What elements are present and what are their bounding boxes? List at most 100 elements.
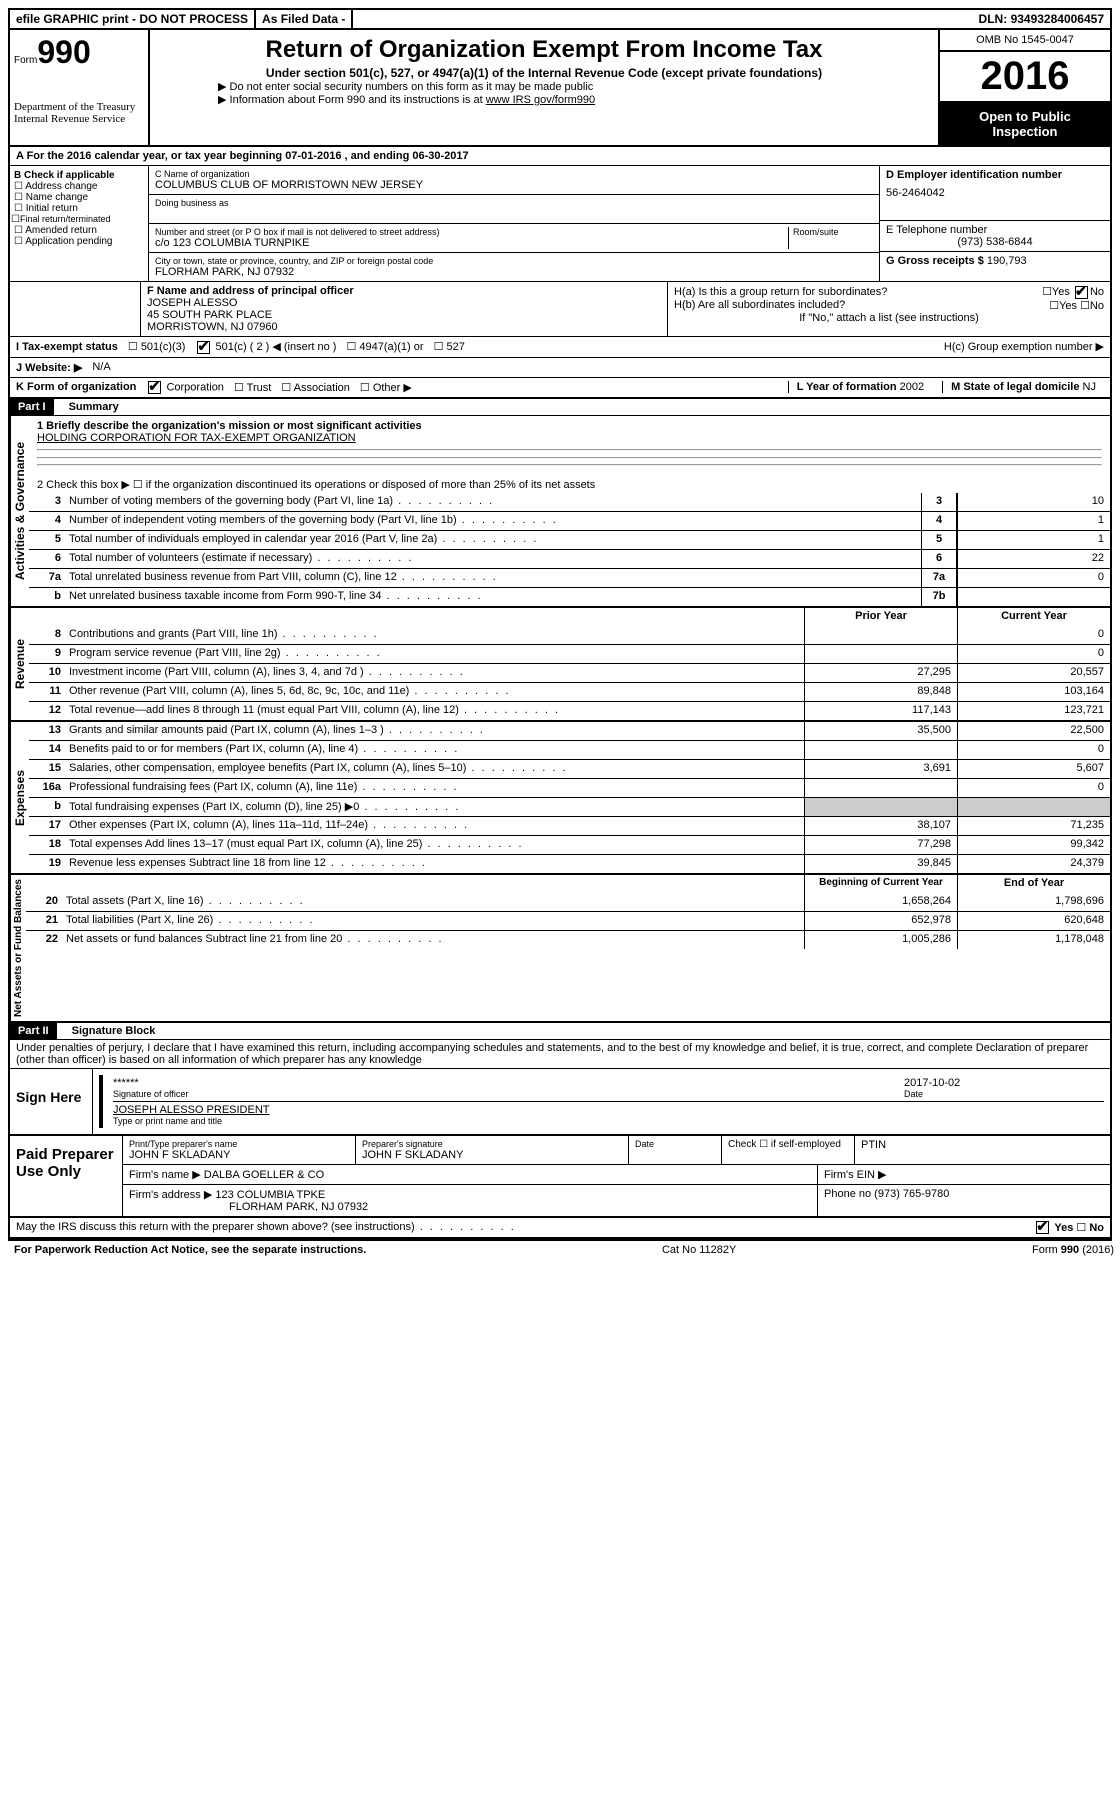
efile-notice: efile GRAPHIC print - DO NOT PROCESS bbox=[10, 10, 256, 28]
firm-phone: (973) 765-9780 bbox=[874, 1188, 949, 1200]
line1-label: 1 Briefly describe the organization's mi… bbox=[37, 420, 1102, 432]
paid-preparer-label: Paid Preparer Use Only bbox=[10, 1136, 123, 1216]
check-self-employed: Check ☐ if self-employed bbox=[722, 1136, 855, 1164]
dln: DLN: 93493284006457 bbox=[973, 10, 1110, 28]
ein: 56-2464042 bbox=[886, 187, 1104, 199]
data-row: 10Investment income (Part VIII, column (… bbox=[29, 663, 1110, 682]
footer-right: Form 990 (2016) bbox=[1032, 1244, 1114, 1256]
h-b: H(b) Are all subordinates included? ☐Yes… bbox=[674, 299, 1104, 312]
officer-addr1: 45 SOUTH PARK PLACE bbox=[147, 309, 661, 321]
firm-ein-label: Firm's EIN ▶ bbox=[818, 1165, 1110, 1184]
org-name-label: C Name of organization bbox=[155, 169, 873, 179]
dba-label: Doing business as bbox=[155, 198, 873, 208]
data-row: 15Salaries, other compensation, employee… bbox=[29, 759, 1110, 778]
section-k: K Form of organization Corporation ☐ Tru… bbox=[10, 378, 1110, 399]
data-row: bTotal fundraising expenses (Part IX, co… bbox=[29, 797, 1110, 816]
discuss-preparer: May the IRS discuss this return with the… bbox=[16, 1221, 516, 1233]
data-row: 13Grants and similar amounts paid (Part … bbox=[29, 722, 1110, 740]
chk-pending: ☐ Application pending bbox=[14, 236, 144, 247]
col-end: End of Year bbox=[957, 875, 1110, 893]
ptin-label: PTIN bbox=[855, 1136, 1110, 1164]
data-row: 18Total expenses Add lines 13–17 (must e… bbox=[29, 835, 1110, 854]
data-row: 19Revenue less expenses Subtract line 18… bbox=[29, 854, 1110, 873]
vlabel-expenses: Expenses bbox=[10, 722, 29, 873]
gov-row: 4Number of independent voting members of… bbox=[29, 511, 1110, 530]
footer-center: Cat No 11282Y bbox=[662, 1244, 736, 1256]
line1-val: HOLDING CORPORATION FOR TAX-EXEMPT ORGAN… bbox=[37, 432, 1102, 444]
firm-city: FLORHAM PARK, NJ 07932 bbox=[129, 1201, 811, 1213]
gov-row: 7aTotal unrelated business revenue from … bbox=[29, 568, 1110, 587]
officer-label: F Name and address of principal officer bbox=[147, 285, 661, 297]
part-ii-header: Part II bbox=[10, 1023, 57, 1039]
gov-row: bNet unrelated business taxable income f… bbox=[29, 587, 1110, 606]
chk-initial: ☐ Initial return bbox=[14, 203, 144, 214]
h-a: H(a) Is this a group return for subordin… bbox=[674, 285, 1104, 299]
gov-row: 3Number of voting members of the governi… bbox=[29, 493, 1110, 511]
phone-label: Phone no bbox=[824, 1188, 871, 1200]
open-inspection: Open to Public Inspection bbox=[940, 103, 1110, 145]
chk-addr: ☐ Address change bbox=[14, 181, 144, 192]
tax-year: 2016 bbox=[940, 52, 1110, 103]
no-label: No bbox=[1089, 1222, 1104, 1234]
section-a-period: A For the 2016 calendar year, or tax yea… bbox=[10, 147, 1110, 166]
org-city: FLORHAM PARK, NJ 07932 bbox=[155, 266, 873, 278]
omb-number: OMB No 1545-0047 bbox=[940, 30, 1110, 52]
form-label: Form bbox=[14, 55, 37, 66]
section-j: J Website: ▶ N/A bbox=[10, 358, 1110, 378]
as-filed: As Filed Data - bbox=[256, 10, 353, 28]
data-row: 21Total liabilities (Part X, line 26)652… bbox=[26, 911, 1110, 930]
note-ssn: ▶ Do not enter social security numbers o… bbox=[158, 80, 930, 93]
org-address: c/o 123 COLUMBIA TURNPIKE bbox=[155, 237, 784, 249]
data-row: 12Total revenue—add lines 8 through 11 (… bbox=[29, 701, 1110, 720]
chk-name: ☐ Name change bbox=[14, 192, 144, 203]
sign-here: Sign Here bbox=[10, 1069, 93, 1134]
gross-receipts: 190,793 bbox=[987, 255, 1027, 267]
form-header: Form990 Department of the Treasury Inter… bbox=[10, 30, 1110, 147]
sig-date: 2017-10-02 bbox=[904, 1077, 1104, 1089]
data-row: 8Contributions and grants (Part VIII, li… bbox=[29, 626, 1110, 644]
form-number: 990 bbox=[37, 34, 90, 70]
gross-label: G Gross receipts $ bbox=[886, 255, 984, 267]
city-label: City or town, state or province, country… bbox=[155, 256, 873, 266]
officer-printed-label: Type or print name and title bbox=[113, 1116, 270, 1126]
officer-addr2: MORRISTOWN, NJ 07960 bbox=[147, 321, 661, 333]
data-row: 9Program service revenue (Part VIII, lin… bbox=[29, 644, 1110, 663]
data-row: 11Other revenue (Part VIII, column (A), … bbox=[29, 682, 1110, 701]
col-current: Current Year bbox=[957, 608, 1110, 626]
prep-name: JOHN F SKLADANY bbox=[129, 1149, 349, 1161]
section-b: B Check if applicable ☐ Address change ☐… bbox=[10, 166, 149, 281]
ein-label: D Employer identification number bbox=[886, 169, 1104, 181]
data-row: 17Other expenses (Part IX, column (A), l… bbox=[29, 816, 1110, 835]
vlabel-revenue: Revenue bbox=[10, 608, 29, 720]
data-row: 20Total assets (Part X, line 16)1,658,26… bbox=[26, 893, 1110, 911]
firm-name-label: Firm's name ▶ bbox=[129, 1169, 201, 1181]
section-b-label: B Check if applicable bbox=[14, 170, 144, 181]
tel-label: E Telephone number bbox=[886, 224, 1104, 236]
h-c: H(c) Group exemption number ▶ bbox=[944, 340, 1104, 353]
dept-label: Department of the Treasury bbox=[14, 101, 144, 113]
section-i: I Tax-exempt status ☐ 501(c)(3) 501(c) (… bbox=[10, 337, 1110, 358]
org-name: COLUMBUS CLUB OF MORRISTOWN NEW JERSEY bbox=[155, 179, 873, 191]
prep-sig: JOHN F SKLADANY bbox=[362, 1149, 622, 1161]
irs-link[interactable]: www IRS gov/form990 bbox=[486, 94, 595, 106]
addr-label: Number and street (or P O box if mail is… bbox=[155, 227, 784, 237]
note-info: ▶ Information about Form 990 and its ins… bbox=[158, 93, 930, 106]
chk-final: ☐Final return/terminated bbox=[11, 214, 144, 225]
officer-name: JOSEPH ALESSO bbox=[147, 297, 661, 309]
chk-amended: ☐ Amended return bbox=[14, 225, 144, 236]
officer-printed: JOSEPH ALESSO PRESIDENT bbox=[113, 1104, 270, 1116]
prep-date-label: Date bbox=[635, 1139, 715, 1149]
gov-row: 6Total number of volunteers (estimate if… bbox=[29, 549, 1110, 568]
vlabel-governance: Activities & Governance bbox=[10, 416, 29, 606]
col-prior: Prior Year bbox=[804, 608, 957, 626]
prep-name-label: Print/Type preparer's name bbox=[129, 1139, 349, 1149]
sig-stars: ****** bbox=[113, 1077, 884, 1089]
firm-addr-label: Firm's address ▶ bbox=[129, 1189, 212, 1201]
declaration: Under penalties of perjury, I declare th… bbox=[10, 1040, 1110, 1069]
room-label: Room/suite bbox=[789, 227, 873, 249]
h-b-note: If "No," attach a list (see instructions… bbox=[674, 312, 1104, 324]
footer-left: For Paperwork Reduction Act Notice, see … bbox=[14, 1244, 366, 1256]
part-i-name: Summary bbox=[63, 399, 125, 415]
sig-date-label: Date bbox=[904, 1089, 1104, 1099]
irs-label: Internal Revenue Service bbox=[14, 113, 144, 125]
